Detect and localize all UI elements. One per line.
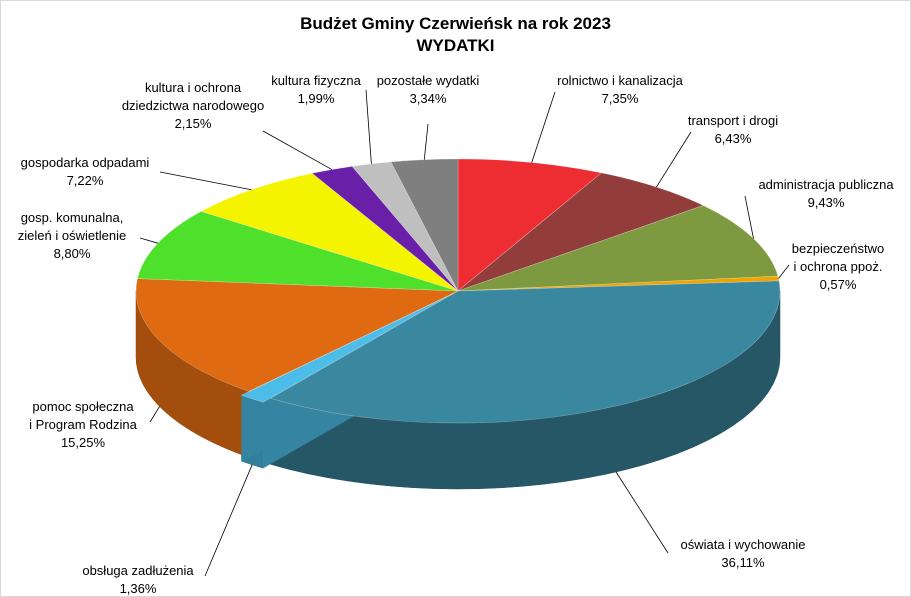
slice-label-0-1: 7,35% xyxy=(602,91,639,106)
slice-label-5-0: obsługa zadłużenia xyxy=(82,563,194,578)
slice-label-3-1: i ochrona ppoż. xyxy=(794,259,883,274)
pie-slice-0 xyxy=(457,158,603,292)
leader-line-0 xyxy=(531,91,556,163)
slice-label-3-2: 0,57% xyxy=(820,277,857,292)
slice-label-1-0: transport i drogi xyxy=(688,113,778,128)
pie-slice-6 xyxy=(135,278,459,392)
leader-line-7 xyxy=(139,237,158,244)
slice-label-8-1: 7,22% xyxy=(67,173,104,188)
slice-label-7-0: gosp. komunalna, xyxy=(21,210,124,225)
slice-label-11-1: 3,34% xyxy=(410,91,447,106)
slice-label-4-1: 36,11% xyxy=(721,555,765,570)
slice-label-2-1: 9,43% xyxy=(808,195,845,210)
leader-line-10 xyxy=(365,89,372,164)
slice-label-6-0: pomoc społeczna xyxy=(32,399,134,414)
pie-top xyxy=(135,158,781,424)
slice-label-5-1: 1,36% xyxy=(120,581,157,596)
chart-subtitle: WYDATKI xyxy=(416,36,495,55)
slice-label-3-0: bezpieczeństwo xyxy=(792,241,885,256)
slice-label-1-1: 6,43% xyxy=(715,131,752,146)
pie-labels: rolnictwo i kanalizacja 7,35% transport i … xyxy=(18,73,895,596)
pie-slice-11 xyxy=(390,158,459,292)
slice-label-7-1: zieleń i oświetlenie xyxy=(18,228,126,243)
leader-line-8 xyxy=(159,171,252,191)
pie-slice-8 xyxy=(200,172,459,292)
leader-line-9 xyxy=(262,130,333,170)
leader-line-1 xyxy=(656,131,692,188)
slice-label-9-1: dziedzictwa narodowego xyxy=(122,98,264,113)
slice-label-11-0: pozostałe wydatki xyxy=(377,73,480,88)
leader-line-11 xyxy=(423,123,429,160)
leader-line-3 xyxy=(778,264,790,279)
slice-label-9-0: kultura i ochrona xyxy=(145,80,242,95)
slice-label-9-2: 2,15% xyxy=(175,116,212,131)
leader-line-5 xyxy=(204,464,253,577)
pie-slice-4 xyxy=(269,280,781,424)
slice-label-4-0: oświata i wychowanie xyxy=(680,537,805,552)
pie-slice-9 xyxy=(311,166,459,292)
slice-label-6-1: i Program Rodzina xyxy=(29,417,137,432)
slice-label-2-0: administracja publiczna xyxy=(758,177,894,192)
slice-label-7-2: 8,80% xyxy=(54,246,91,261)
pie-slice-5 xyxy=(240,294,451,403)
pie-slice-1 xyxy=(457,172,705,292)
leader-line-2 xyxy=(744,195,754,239)
slice-label-6-2: 15,25% xyxy=(61,435,106,450)
chart-title: Budżet Gminy Czerwieńsk na rok 2023 xyxy=(300,14,611,33)
slice-label-10-1: 1,99% xyxy=(298,91,335,106)
slice-label-8-0: gospodarka odpadami xyxy=(21,155,150,170)
leader-line-4 xyxy=(615,471,669,554)
slice-label-0-0: rolnictwo i kanalizacja xyxy=(557,73,683,88)
slice-label-10-0: kultura fizyczna xyxy=(271,73,361,88)
leader-line-6 xyxy=(149,406,160,423)
